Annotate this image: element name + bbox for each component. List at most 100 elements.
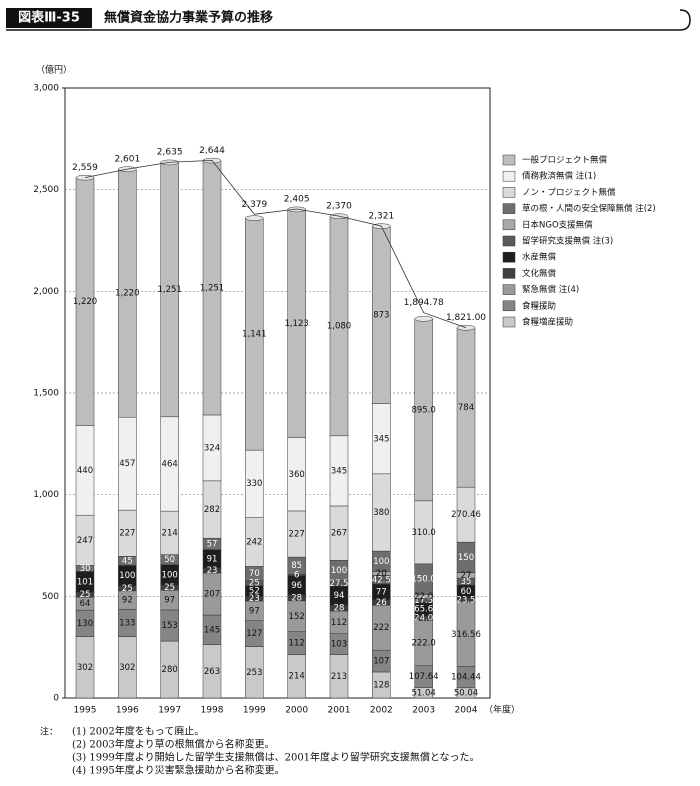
- value-label: 107: [373, 657, 389, 667]
- value-label: 23.5: [457, 595, 476, 605]
- value-label: 28: [334, 604, 345, 614]
- x-tick-label: 2001: [328, 706, 351, 716]
- x-tick-label: 2003: [412, 706, 435, 716]
- value-label: 6: [294, 570, 299, 580]
- legend-swatch: [502, 154, 516, 166]
- value-label: 65.6: [414, 605, 433, 615]
- value-label: 64: [80, 599, 91, 609]
- note: (2) 2003年度より草の根無償から名称変更。: [72, 738, 275, 751]
- header-badge: [6, 8, 92, 28]
- legend-label: 留学研究支援無償 注(3): [522, 236, 613, 247]
- value-label: 96: [291, 581, 302, 591]
- value-label: 457: [119, 459, 135, 469]
- x-tick-label: 1996: [116, 706, 139, 716]
- value-label: 28: [291, 593, 302, 603]
- value-label: 345: [331, 466, 347, 476]
- value-label: 1,080: [327, 322, 351, 332]
- value-label: 207: [204, 589, 220, 599]
- header-code: 図表Ⅲ-35: [18, 10, 80, 26]
- y-tick-label: 2,500: [33, 185, 59, 195]
- total-label: 2,635: [157, 148, 183, 158]
- value-label: 150.0: [411, 575, 435, 585]
- value-label: 128: [373, 680, 389, 690]
- x-tick-label: 2000: [285, 706, 308, 716]
- value-label: 316.56: [451, 630, 481, 640]
- value-label: 51.04: [411, 688, 435, 698]
- value-label: 263: [204, 667, 220, 677]
- y-tick-label: 0: [53, 694, 59, 704]
- legend-swatch: [502, 203, 516, 214]
- value-label: 1,251: [157, 285, 181, 295]
- value-label: 107.64: [409, 672, 439, 682]
- value-label: 153: [162, 621, 178, 631]
- legend-swatch: [502, 219, 516, 231]
- bar-cap: [287, 206, 306, 213]
- x-axis-label: （年度）: [484, 704, 520, 716]
- legend-label: 日本NGO支援無償: [522, 219, 593, 230]
- legend-swatch: [502, 251, 516, 263]
- value-label: 214: [289, 672, 305, 682]
- value-label: 104.44: [451, 673, 481, 683]
- legend-label: ノン・プロジェクト無償: [522, 187, 616, 198]
- value-label: 1,220: [115, 289, 139, 299]
- legend-label: 食糧援助: [522, 300, 556, 311]
- value-label: 70: [249, 569, 260, 579]
- x-tick-label: 2002: [370, 706, 393, 716]
- legend-swatch: [502, 170, 516, 182]
- value-label: 24.0: [414, 614, 433, 624]
- value-label: 25: [80, 590, 91, 600]
- value-label: 222: [373, 623, 389, 633]
- value-label: 784: [458, 403, 474, 413]
- note: (4) 1995年度より災害緊急援助から名称変更。: [72, 764, 285, 777]
- legend-swatch: [502, 268, 516, 279]
- header-rule: [6, 9, 691, 31]
- legend-swatch: [502, 284, 516, 295]
- y-tick-label: 1,500: [33, 389, 59, 399]
- note: (3) 1999年度より開始した留学生支援無償は、2001年度より留学研究支援無…: [72, 751, 480, 764]
- bar-cap: [414, 316, 433, 322]
- value-label: 130: [77, 619, 93, 629]
- value-label: 253: [246, 668, 262, 678]
- value-label: 100: [119, 571, 135, 581]
- total-label: 2,601: [114, 155, 140, 165]
- value-label: 282: [204, 505, 220, 515]
- value-label: 112: [289, 639, 305, 649]
- value-label: 97: [249, 606, 260, 616]
- value-label: 23: [249, 594, 260, 604]
- value-label: 227: [289, 530, 305, 540]
- value-label: 42.5: [372, 575, 391, 585]
- value-label: 145: [204, 625, 220, 635]
- value-label: 440: [77, 466, 93, 476]
- total-label: 2,405: [284, 194, 310, 204]
- y-tick-label: 3,000: [33, 84, 59, 94]
- total-label: 2,321: [368, 212, 394, 222]
- legend-label: 文化無償: [522, 268, 557, 279]
- value-label: 97: [164, 596, 175, 606]
- total-line: [84, 159, 467, 329]
- y-axis-label: （億円）: [36, 64, 72, 76]
- value-label: 50: [164, 555, 175, 565]
- value-label: 60: [461, 587, 472, 597]
- value-label: 25: [249, 579, 260, 589]
- value-label: 17.5: [414, 596, 433, 606]
- value-label: 280: [162, 665, 178, 675]
- value-label: 464: [162, 459, 178, 469]
- value-label: 345: [373, 434, 389, 444]
- notes-label: 注：: [40, 726, 58, 738]
- value-label: 152: [289, 612, 305, 622]
- legend-label: 草の根・人間の安全保障無償 注(2): [522, 203, 656, 214]
- total-label: 2,370: [326, 202, 352, 212]
- value-label: 330: [246, 479, 262, 489]
- value-label: 247: [77, 536, 93, 546]
- value-label: 92: [122, 596, 133, 606]
- x-tick-label: 1995: [74, 706, 97, 716]
- value-label: 27: [461, 571, 472, 581]
- value-label: 133: [119, 619, 135, 629]
- value-label: 380: [373, 508, 389, 518]
- value-label: 77: [376, 587, 387, 597]
- value-label: 214: [162, 528, 178, 538]
- header-title: 無償資金協力事業予算の推移: [104, 10, 273, 26]
- value-label: 1,141: [242, 330, 266, 340]
- value-label: 22.0: [414, 592, 433, 602]
